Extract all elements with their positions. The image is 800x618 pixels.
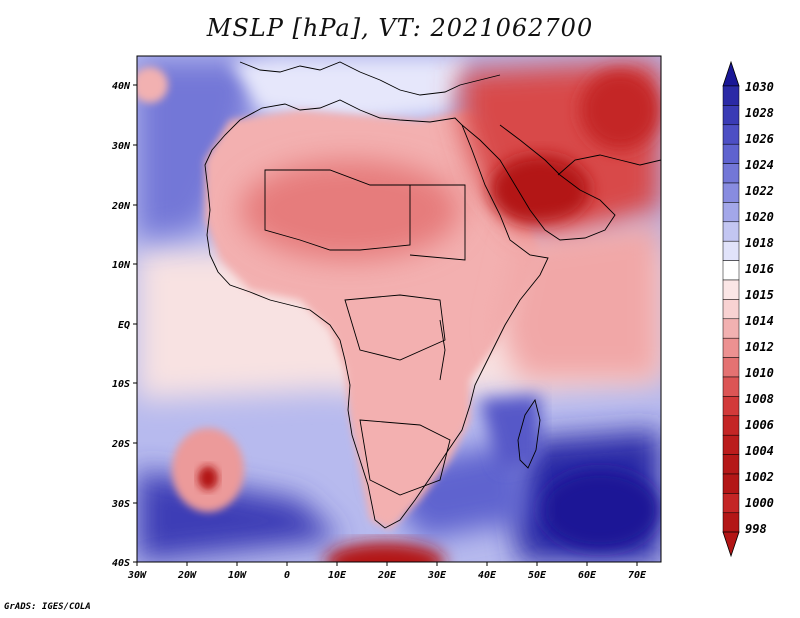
x-tick-label: 20E bbox=[377, 570, 397, 581]
y-tick-label: 30N bbox=[111, 141, 131, 152]
saharan-heat-low bbox=[240, 160, 460, 260]
colorbar-swatch bbox=[722, 512, 740, 533]
southern-africa-borders bbox=[359, 419, 451, 496]
north-atlantic-low bbox=[137, 67, 168, 103]
central-africa-borders bbox=[344, 294, 446, 361]
tick-marks bbox=[133, 84, 638, 566]
colorbar-swatch bbox=[722, 279, 740, 300]
x-tick-label: 60E bbox=[578, 570, 597, 581]
x-tick-label: 0 bbox=[284, 570, 290, 581]
y-tick-label: 40S bbox=[112, 558, 130, 569]
x-tick-label: 30W bbox=[127, 570, 147, 581]
colorbar-swatch bbox=[722, 434, 740, 455]
colorbar-swatch bbox=[722, 85, 740, 106]
y-tick-label: 10N bbox=[112, 260, 131, 271]
colorbar-label: 1010 bbox=[745, 366, 774, 380]
y-axis-labels: 40N 30N 20N 10N EQ 10S 20S 30S 40S bbox=[111, 81, 131, 569]
colorbar-label: 1012 bbox=[745, 340, 774, 354]
colorbar-label: 1002 bbox=[745, 470, 774, 484]
colorbar-swatch bbox=[722, 396, 740, 417]
colorbar-swatch bbox=[722, 337, 740, 358]
colorbar-label: 1000 bbox=[745, 496, 774, 510]
y-tick-label: 10S bbox=[112, 379, 130, 390]
colorbar-label: 1015 bbox=[745, 288, 774, 302]
iran-low-core bbox=[580, 70, 660, 150]
x-axis-labels: 30W 20W 10W 0 10E 20E 30E 40E 50E 60E 70… bbox=[127, 570, 647, 581]
madagascar-high bbox=[480, 395, 540, 470]
colorbar-label: 1004 bbox=[745, 444, 774, 458]
y-tick-label: 40N bbox=[112, 81, 131, 92]
y-tick-label: 20S bbox=[111, 439, 130, 450]
colorbar-label: 1014 bbox=[745, 314, 774, 328]
colorbar-label: 1030 bbox=[745, 80, 774, 94]
colorbar-swatch bbox=[722, 202, 740, 223]
plot-frame bbox=[136, 55, 662, 563]
coastlines bbox=[204, 61, 661, 529]
sudan-border bbox=[409, 184, 466, 261]
map-title: MSLP [hPa], VT: 2021062700 bbox=[206, 14, 594, 42]
colorbar-swatch bbox=[722, 182, 740, 203]
colorbar-label: 1024 bbox=[745, 158, 774, 172]
x-tick-label: 10E bbox=[328, 570, 347, 581]
pressure-field bbox=[137, 56, 661, 562]
colorbar-swatch bbox=[722, 143, 740, 164]
colorbar-label: 1018 bbox=[745, 236, 774, 250]
colorbar-label: 1022 bbox=[745, 184, 774, 198]
sahel-borders bbox=[264, 169, 411, 251]
gulf-coast bbox=[557, 154, 661, 176]
arabian-low-core bbox=[490, 155, 590, 225]
great-lakes bbox=[439, 319, 446, 381]
atlantic-cutoff-low-core bbox=[198, 466, 218, 490]
x-tick-label: 50E bbox=[528, 570, 547, 581]
azores-high bbox=[137, 60, 260, 240]
colorbar-swatch bbox=[722, 415, 740, 436]
colorbar-swatch bbox=[722, 240, 740, 261]
x-tick-label: 10W bbox=[228, 570, 247, 581]
colorbar-swatch bbox=[722, 163, 740, 184]
colorbar-top-arrow bbox=[722, 60, 740, 87]
africa-coast bbox=[204, 99, 549, 529]
southern-ocean-low bbox=[325, 542, 445, 562]
colorbar-bottom-arrow bbox=[722, 531, 740, 558]
footer-credit: GrADS: IGES/COLA bbox=[4, 602, 91, 612]
mascarene-high-core bbox=[540, 470, 660, 550]
colorbar-swatch bbox=[722, 473, 740, 494]
colorbar-swatch bbox=[722, 357, 740, 378]
colorbar-swatch bbox=[722, 318, 740, 339]
x-tick-label: 20W bbox=[177, 570, 197, 581]
arabian-sea-field bbox=[500, 220, 661, 380]
red-sea-arabia-coast bbox=[461, 124, 616, 241]
colorbar-swatch bbox=[722, 454, 740, 475]
mediterranean-field bbox=[230, 60, 470, 120]
europe-coast bbox=[239, 61, 501, 96]
colorbar-label: 1026 bbox=[745, 132, 774, 146]
colorbar-swatch bbox=[722, 221, 740, 242]
colorbar-swatch bbox=[722, 105, 740, 126]
colorbar-label: 1028 bbox=[745, 106, 774, 120]
y-tick-label: EQ bbox=[118, 320, 130, 331]
x-tick-label: 40E bbox=[478, 570, 497, 581]
colorbar-label: 1016 bbox=[745, 262, 774, 276]
colorbar-swatch bbox=[722, 299, 740, 320]
colorbar-label: 1006 bbox=[745, 418, 774, 432]
colorbar-label: 998 bbox=[745, 522, 767, 536]
y-tick-label: 30S bbox=[111, 499, 130, 510]
x-tick-label: 70E bbox=[628, 570, 647, 581]
colorbar-swatch bbox=[722, 493, 740, 514]
colorbar: 1030 1028 1026 1024 1022 1020 1018 1016 … bbox=[722, 60, 774, 558]
x-tick-label: 30E bbox=[427, 570, 447, 581]
colorbar-swatch bbox=[722, 376, 740, 397]
colorbar-swatch bbox=[722, 124, 740, 145]
y-tick-label: 20N bbox=[111, 201, 131, 212]
colorbar-swatch bbox=[722, 260, 740, 281]
colorbar-label: 1008 bbox=[745, 392, 774, 406]
madagascar-coast bbox=[517, 398, 541, 469]
colorbar-label: 1020 bbox=[745, 210, 774, 224]
